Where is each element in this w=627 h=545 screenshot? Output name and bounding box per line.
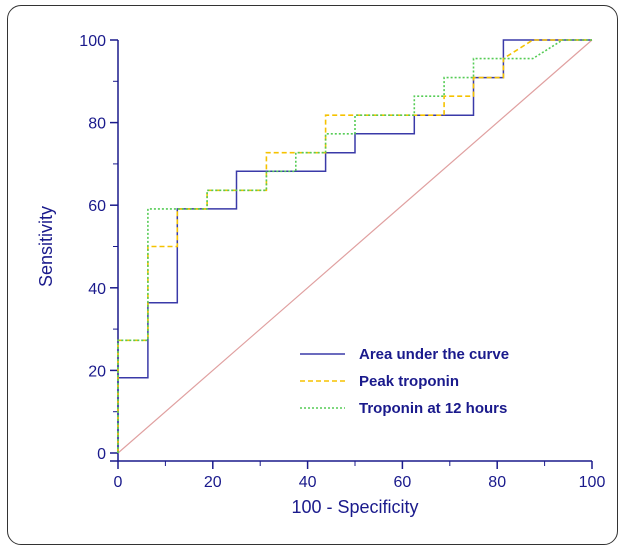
y-axis-title: Sensitivity [36,206,56,287]
y-tick-label: 100 [79,33,106,50]
plot-area [117,39,593,454]
y-tick-label: 40 [88,281,106,298]
series-line-2 [117,39,592,453]
x-tick-label: 80 [488,474,506,491]
x-tick-label: 100 [579,474,606,491]
legend-label-2: Peak troponin [359,373,459,390]
legend-label-1: Area under the curve [359,346,509,363]
y-tick-label: 20 [88,363,106,380]
x-tick-label: 40 [299,474,317,491]
roc-chart: 0 20 40 60 80 100 0 20 40 60 80 100 100 - Specificit… [36,33,605,517]
series-line-3 [117,39,592,453]
reference-diagonal-line [117,39,593,454]
x-tick-label: 0 [114,474,123,491]
y-tick-label: 60 [88,198,106,215]
axes: 0 20 40 60 80 100 0 20 40 60 80 100 100 - Specificit… [36,33,605,517]
y-tick-label: 0 [97,446,106,463]
x-tick-label: 60 [394,474,412,491]
x-axis-title: 100 - Specificity [291,497,418,517]
x-tick-label: 20 [204,474,222,491]
y-tick-label: 80 [88,116,106,133]
legend-label-3: Troponin at 12 hours [359,400,507,417]
legend: Area under the curve Peak troponin Troponi… [300,346,509,417]
